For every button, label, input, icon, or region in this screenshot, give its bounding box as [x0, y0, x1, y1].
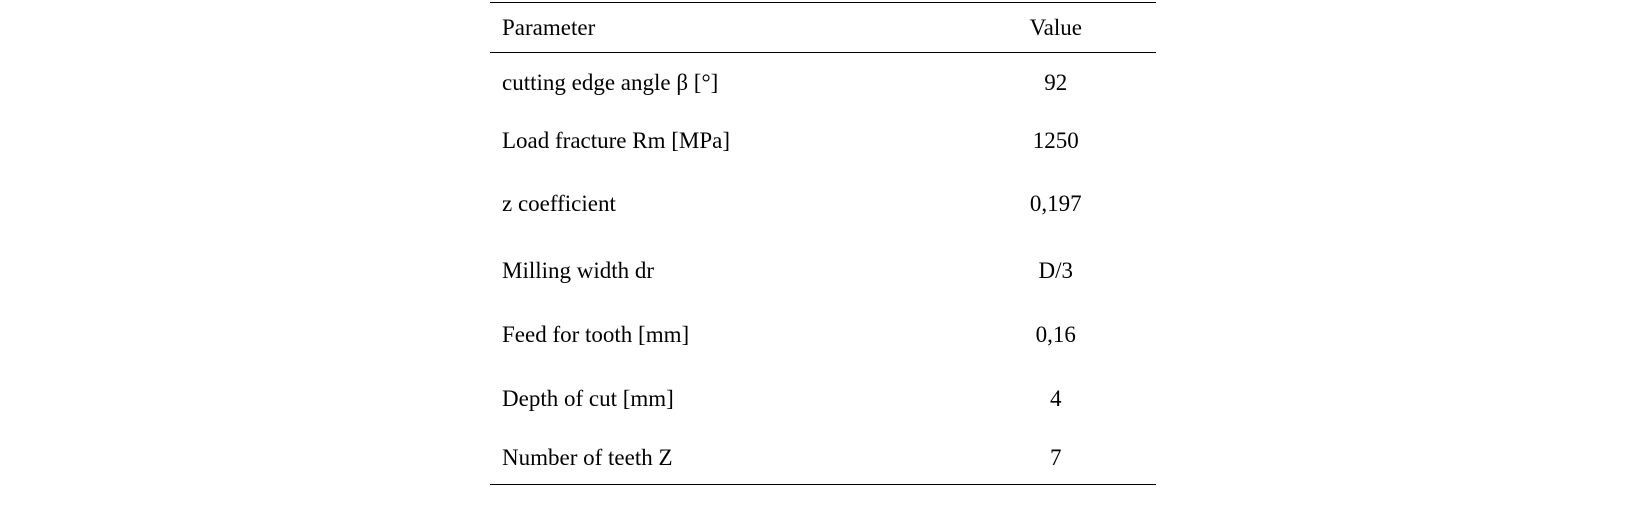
table-row: Load fracture Rm [MPa] 1250: [490, 113, 1156, 168]
table-row: Feed for tooth [mm] 0,16: [490, 302, 1156, 367]
table-row: cutting edge angle β [°] 92: [490, 53, 1156, 113]
cell-value: 92: [1044, 70, 1068, 96]
cell-parameter: Depth of cut [mm]: [502, 386, 674, 411]
table-row: z coefficient 0,197: [490, 168, 1156, 239]
cell-value: D/3: [1038, 257, 1074, 283]
cell-value: 4: [1050, 386, 1062, 411]
table-header: Parameter Value: [490, 2, 1156, 53]
cell-value: 0,16: [1035, 321, 1076, 347]
parameter-table-container: Parameter Value cutting edge angle β [°]…: [490, 2, 1156, 485]
cell-value: 7: [1050, 444, 1062, 470]
header-value: Value: [1029, 15, 1082, 40]
table-row: Depth of cut [mm] 4: [490, 367, 1156, 431]
cell-parameter: cutting edge angle β [°]: [502, 70, 719, 96]
header-parameter: Parameter: [502, 15, 596, 40]
table-row: Number of teeth Z 7: [490, 431, 1156, 485]
cell-value: 1250: [1032, 127, 1079, 153]
table-body: cutting edge angle β [°] 92 Load fractur…: [490, 53, 1156, 485]
cell-parameter: Load fracture Rm [MPa]: [502, 127, 731, 153]
header-row: Parameter Value: [490, 2, 1156, 53]
cell-parameter: Feed for tooth [mm]: [502, 321, 690, 347]
table-row: Milling width dr D/3: [490, 239, 1156, 302]
cell-parameter: z coefficient: [502, 190, 616, 216]
cell-parameter: Number of teeth Z: [502, 444, 673, 470]
parameter-table: Parameter Value cutting edge angle β [°]…: [490, 2, 1156, 485]
cell-value: 0,197: [1029, 190, 1082, 216]
cell-parameter: Milling width dr: [502, 257, 655, 283]
